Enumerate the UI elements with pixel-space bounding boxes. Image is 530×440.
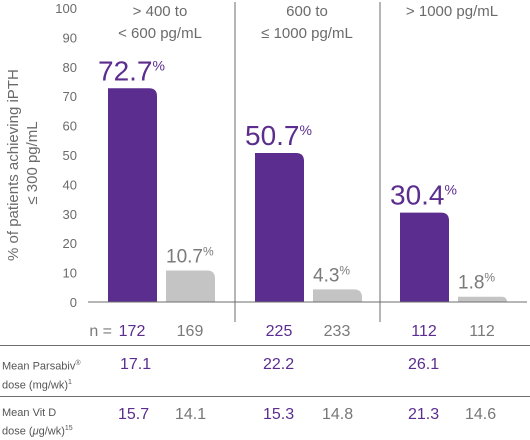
vitd-dose-label: Mean Vit D dose (μg/wk)15 xyxy=(2,406,73,440)
parsabiv-bar xyxy=(255,152,304,302)
n-value: 169 xyxy=(177,323,204,340)
parsabiv-dose-value: 26.1 xyxy=(408,356,440,373)
bar-value-label: 30.4% xyxy=(390,180,457,211)
parsabiv-dose-value: 17.1 xyxy=(120,356,152,373)
y-tick-label: 100 xyxy=(55,1,77,16)
parsabiv-bar xyxy=(400,212,449,302)
y-tick-label: 70 xyxy=(63,89,77,104)
group-label-line1: > 1000 pg/mL xyxy=(406,3,498,20)
vitd-dose-label-line2a: dose ( xyxy=(2,425,33,438)
y-tick-label: 60 xyxy=(63,119,77,134)
parsabiv-bar xyxy=(108,88,157,303)
y-tick-label: 50 xyxy=(63,148,77,163)
control-bar xyxy=(313,289,362,302)
registered-mark: ® xyxy=(75,360,81,367)
y-tick-label: 30 xyxy=(63,207,77,222)
table-divider-top xyxy=(0,345,530,346)
vitd-dose-value: 14.1 xyxy=(175,406,207,423)
vitd-dose-value: 14.6 xyxy=(465,406,497,423)
parsabiv-dose-value: 22.2 xyxy=(263,356,295,373)
group-label-line2: ≤ 1000 pg/mL xyxy=(261,25,353,42)
control-bar xyxy=(458,296,507,302)
control-bar xyxy=(166,270,215,302)
y-axis-label-line1: % of patients achieving iPTH xyxy=(5,69,22,261)
n-value: 112 xyxy=(411,323,437,340)
n-value: 172 xyxy=(119,323,146,340)
y-axis-label: % of patients achieving iPTH ≤ 300 pg/mL xyxy=(5,65,41,261)
vitd-dose-label-line2b: g/wk) xyxy=(38,425,65,438)
parsabiv-dose-label-line1: Mean Parsabiv xyxy=(2,360,76,373)
vitd-dose-footnote: 15 xyxy=(64,425,73,432)
y-tick-label: 40 xyxy=(63,177,77,192)
vitd-dose-value: 14.8 xyxy=(322,406,354,423)
y-tick-label: 0 xyxy=(70,295,77,310)
n-value: 233 xyxy=(324,323,351,340)
vitd-dose-value: 15.7 xyxy=(118,406,150,423)
n-value: 225 xyxy=(266,323,293,340)
y-tick-label: 90 xyxy=(63,30,77,45)
chart-area: 0 10 20 30 40 50 60 70 80 90 100 % of patients ach… xyxy=(5,1,527,340)
vitd-dose-value: 21.3 xyxy=(408,406,440,423)
parsabiv-dose-footnote: 1 xyxy=(68,378,72,386)
group-label-line1: > 400 to xyxy=(133,3,188,20)
group-label-line1: 600 to xyxy=(286,3,328,20)
vitd-dose-label-line1: Mean Vit D xyxy=(2,407,57,419)
bar-value-label: 10.7% xyxy=(166,245,214,268)
group-labels: > 400 to < 600 pg/mL 600 to ≤ 1000 pg/mL > 1… xyxy=(118,3,498,42)
y-tick-label: 20 xyxy=(63,236,77,251)
bar-value-label: 50.7% xyxy=(245,120,312,151)
n-row: 172 169 225 233 112 112 n = xyxy=(89,323,495,340)
parsabiv-dose-label: Mean Parsabiv® dose (mg/wk)1 xyxy=(2,356,81,393)
bar-value-label: 4.3% xyxy=(313,263,350,286)
vitd-dose-value: 15.3 xyxy=(263,406,295,423)
bar-value-label: 1.8% xyxy=(458,271,495,294)
y-axis-label-line2: ≤ 300 pg/mL xyxy=(24,121,41,204)
y-tick-label: 10 xyxy=(63,266,77,281)
n-value: 112 xyxy=(469,323,495,340)
bars: 72.7% 50.7% 30.4% 10.7% 4.3% 1.8% xyxy=(98,55,507,303)
y-tick-label: 80 xyxy=(63,60,77,75)
y-axis: 0 10 20 30 40 50 60 70 80 90 100 xyxy=(55,1,77,310)
bar-value-label: 72.7% xyxy=(98,55,165,86)
table-divider-mid xyxy=(0,396,530,397)
parsabiv-dose-label-line2: dose (mg/wk) xyxy=(2,379,69,392)
n-prefix: n = xyxy=(89,323,112,340)
mu-symbol: μ xyxy=(32,425,39,438)
group-label-line2: < 600 pg/mL xyxy=(118,25,202,42)
